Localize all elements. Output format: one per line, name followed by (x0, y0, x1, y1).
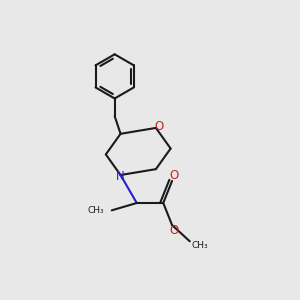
Text: O: O (155, 120, 164, 133)
Text: O: O (169, 169, 178, 182)
Text: O: O (169, 224, 178, 237)
Text: CH₃: CH₃ (191, 241, 208, 250)
Text: CH₃: CH₃ (88, 206, 104, 215)
Text: N: N (116, 170, 125, 183)
